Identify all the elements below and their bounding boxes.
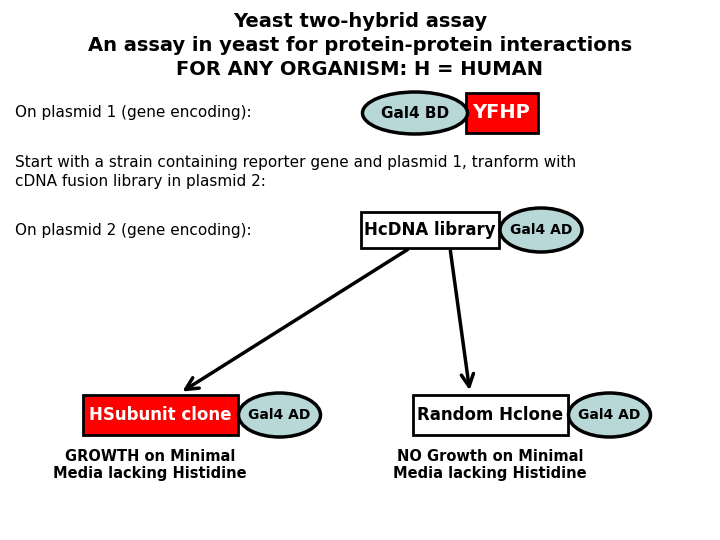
Text: An assay in yeast for protein-protein interactions: An assay in yeast for protein-protein in… [88,36,632,55]
Text: Gal4 AD: Gal4 AD [248,408,311,422]
Text: Gal4 BD: Gal4 BD [381,105,449,120]
Ellipse shape [362,92,467,134]
Text: Gal4 AD: Gal4 AD [578,408,641,422]
Ellipse shape [569,393,650,437]
Text: HcDNA library: HcDNA library [364,221,496,239]
Text: Random Hclone: Random Hclone [417,406,563,424]
Text: FOR ANY ORGANISM: H = HUMAN: FOR ANY ORGANISM: H = HUMAN [176,60,544,79]
Text: NO Growth on Minimal: NO Growth on Minimal [397,449,583,464]
FancyBboxPatch shape [361,212,499,248]
Ellipse shape [238,393,320,437]
Text: Media lacking Histidine: Media lacking Histidine [393,466,587,481]
Text: YFHP: YFHP [472,104,531,123]
FancyBboxPatch shape [413,395,567,435]
Text: HSubunit clone: HSubunit clone [89,406,231,424]
Text: On plasmid 2 (gene encoding):: On plasmid 2 (gene encoding): [15,222,251,238]
Text: GROWTH on Minimal: GROWTH on Minimal [65,449,235,464]
Text: cDNA fusion library in plasmid 2:: cDNA fusion library in plasmid 2: [15,174,266,189]
Text: On plasmid 1 (gene encoding):: On plasmid 1 (gene encoding): [15,105,251,120]
Ellipse shape [500,208,582,252]
FancyBboxPatch shape [466,93,538,133]
Text: Gal4 AD: Gal4 AD [510,223,572,237]
Text: Start with a strain containing reporter gene and plasmid 1, tranform with: Start with a strain containing reporter … [15,155,576,170]
Text: Media lacking Histidine: Media lacking Histidine [53,466,247,481]
Text: Yeast two-hybrid assay: Yeast two-hybrid assay [233,12,487,31]
FancyBboxPatch shape [83,395,238,435]
